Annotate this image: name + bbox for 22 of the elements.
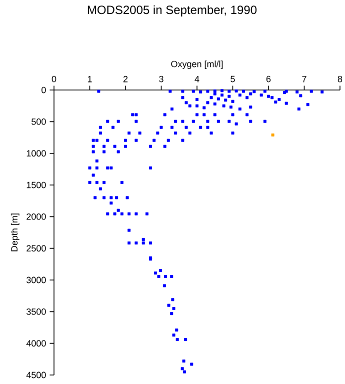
chart-title: MODS2005 in September, 1990 [88,5,257,16]
y-tick-label: 4500 [26,372,46,378]
y-tick-label: 3000 [26,276,46,284]
x-tick-label: 0 [52,76,56,82]
x-tick-label: 3 [159,76,164,82]
x-tick-label: 2 [123,76,128,82]
x-tick-label: 5 [230,76,235,82]
y-axis-title: Depth [m] [10,214,20,252]
x-tick-label: 4 [194,76,200,82]
x-tick-label: 7 [302,76,306,82]
y-tick-label: 2500 [26,245,46,252]
x-axis-title: Oxygen [ml/l] [171,60,223,69]
y-tick-label: 1500 [26,182,46,188]
x-tick-label: 6 [266,76,271,82]
y-tick-label: 1000 [26,150,46,157]
x-tick-label: 8 [338,76,342,82]
x-tick-label: 1 [88,76,92,82]
y-tick-label: 0 [42,86,46,94]
y-tick-label: 2000 [26,213,46,220]
y-tick-label: 4000 [26,340,46,347]
y-tick-label: 3500 [26,308,46,315]
y-tick-label: 500 [32,118,46,125]
